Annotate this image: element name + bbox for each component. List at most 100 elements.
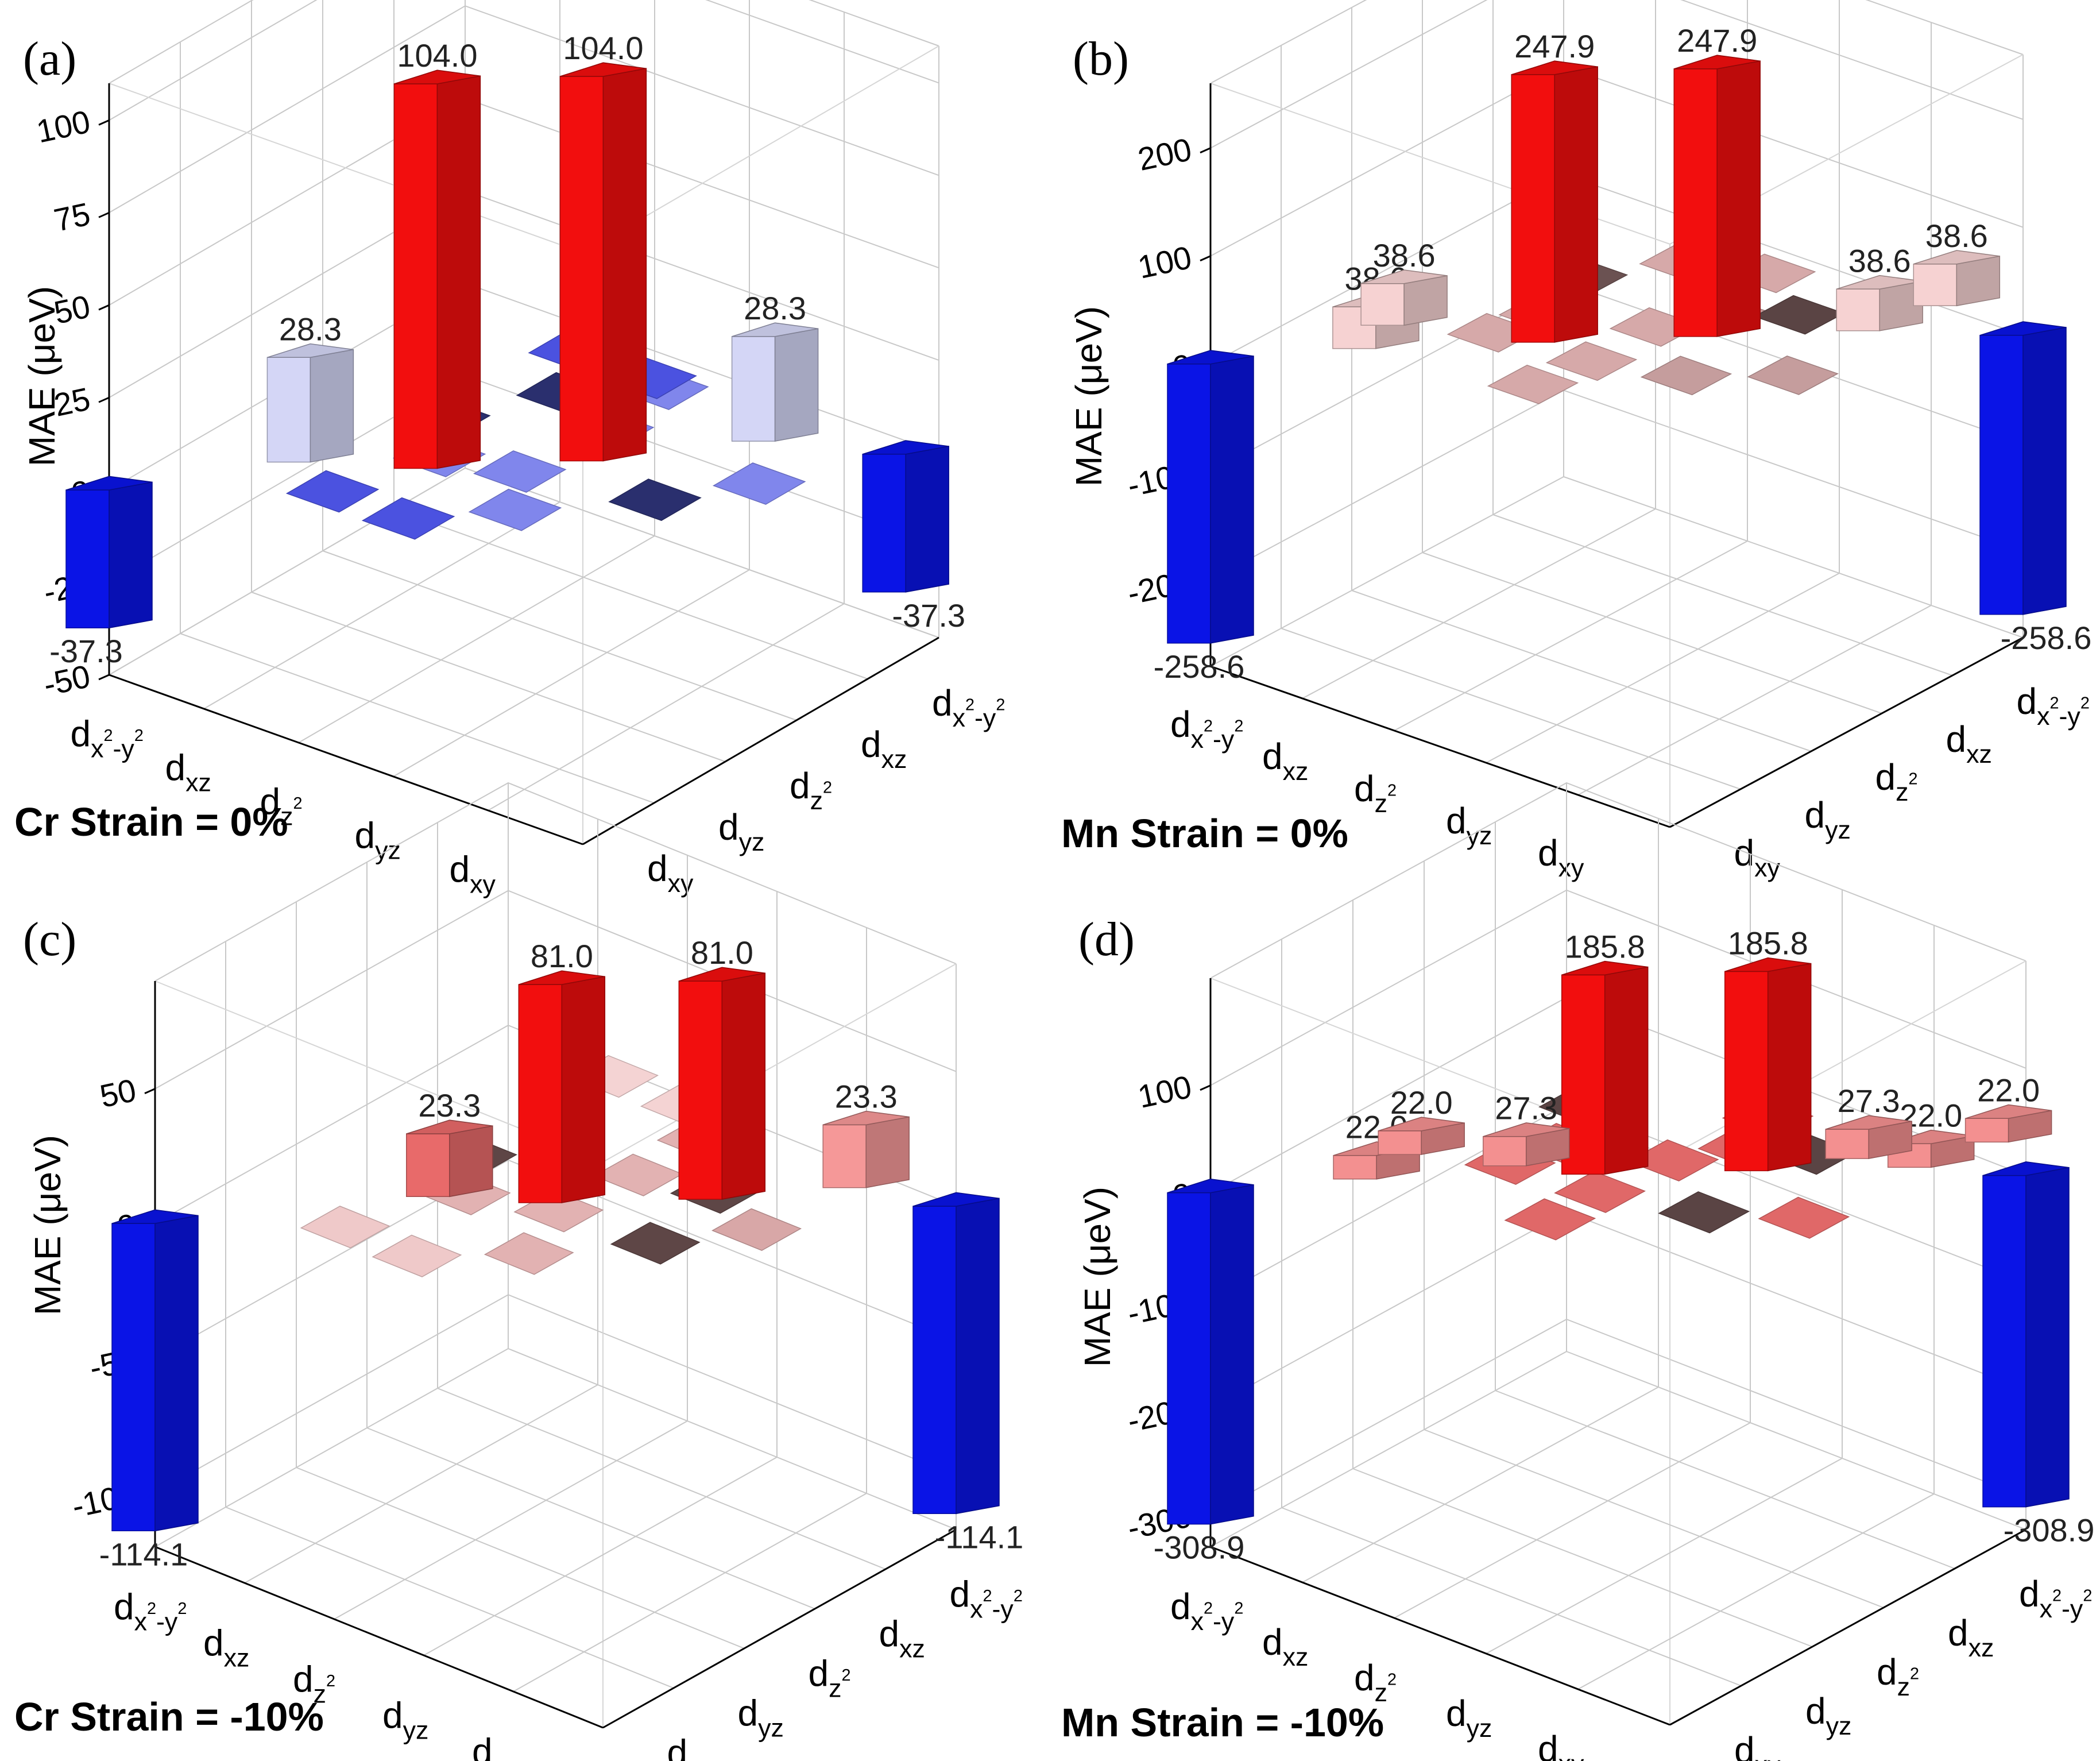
bar-3: 247.9: [1511, 28, 1598, 343]
flat-bar: [300, 1206, 390, 1249]
z-tick-label-dz2: dz2: [1875, 756, 1918, 806]
z-tick-label-dx2-y2: dx2-y2: [950, 1574, 1023, 1624]
bar-2: 81.0: [518, 938, 606, 1203]
flat-bar: [608, 478, 702, 522]
z-tick-label-dyz: dyz: [1805, 794, 1851, 844]
bar-4: 247.9: [1673, 22, 1761, 337]
z-tick-label-dx2-y2: dx2-y2: [2017, 681, 2090, 731]
x-tick-label-dx2-y2: dx2-y2: [1170, 704, 1243, 754]
x-tick-label-dyz: dyz: [1446, 800, 1492, 850]
bar-value-label: 38.6: [1925, 218, 1988, 254]
x-tick-label-dxy: dxy: [1538, 1728, 1584, 1761]
y-tick-label: 75: [51, 195, 93, 238]
bar-value-label: 23.3: [418, 1087, 481, 1123]
x-tick-label-dxz: dxz: [1262, 1621, 1308, 1671]
bar-value-label: -114.1: [99, 1536, 188, 1572]
flat-bar: [1627, 1139, 1719, 1181]
flat-bar: [1658, 1191, 1750, 1234]
y-axis-label: MAE (μeV): [1077, 1187, 1118, 1367]
flat-bar: [473, 450, 567, 493]
z-tick-label-dxz: dxz: [861, 724, 907, 774]
flat-bar: [1640, 356, 1732, 396]
bar-value-label: 22.0: [1977, 1072, 2040, 1108]
bar-value-label: -258.6: [1154, 648, 1245, 685]
chart-panel-3: -100-50050MAE (μeV)dx2-y2dxydxzdyzdz2dz2…: [14, 782, 1024, 1761]
bar-value-label: 28.3: [744, 290, 806, 326]
bar-0: -308.9: [1154, 1179, 1254, 1566]
bar-5: 185.8: [1724, 925, 1812, 1172]
x-tick-label-dxz: dxz: [165, 747, 211, 797]
flat-bar: [1758, 1196, 1850, 1239]
flat-bar: [1747, 355, 1839, 395]
bar-5: -37.3: [862, 440, 965, 634]
z-tick-label-dxy: dxy: [1734, 1729, 1781, 1761]
z-tick-label-dz2: dz2: [1877, 1651, 1919, 1701]
bar-value-label: -37.3: [49, 633, 123, 669]
bar-value-label: 185.8: [1728, 925, 1808, 961]
bar-2: 104.0: [393, 37, 481, 469]
z-tick-label-dxy: dxy: [647, 848, 694, 898]
x-tick-label-dz2: dz2: [1354, 768, 1397, 818]
bar-value-label: 22.0: [1390, 1084, 1453, 1121]
z-tick-label-dx2-y2: dx2-y2: [932, 682, 1005, 732]
bar-6: 38.6: [1913, 218, 2001, 307]
x-tick-label-dxy: dxy: [450, 849, 496, 899]
z-tick-label-dyz: dyz: [1805, 1690, 1851, 1740]
chart-panel-2: -200-1000100200MAE (μeV)dx2-y2dxydxzdyzd…: [1061, 0, 2091, 882]
bar-9: -308.9: [1982, 1161, 2095, 1548]
axes: -50-250255075100MAE (μeV)dx2-y2dxydxzdyz…: [21, 83, 1005, 899]
flat-bar: [285, 470, 380, 513]
flat-bar: [711, 1208, 802, 1251]
y-axis-label: MAE (μeV): [1068, 306, 1109, 486]
chart-panel-1: -50-250255075100MAE (μeV)dx2-y2dxydxzdyz…: [14, 0, 1005, 899]
bar-value-label: -308.9: [2004, 1512, 2095, 1548]
flat-bar: [372, 1234, 462, 1277]
bar-value-label: 81.0: [531, 938, 593, 974]
bars: -37.3 -37.3 104.0 104.0 28.3 28.3: [49, 30, 965, 669]
z-tick-label-dyz: dyz: [738, 1693, 784, 1743]
bar-value-label: 81.0: [691, 934, 753, 971]
flat-bar: [1753, 295, 1845, 335]
y-axis-label: MAE (μeV): [21, 286, 63, 466]
panel-letter: (d): [1078, 913, 1135, 966]
flat-bar: [593, 1153, 683, 1196]
x-tick-label-dyz: dyz: [1446, 1693, 1492, 1743]
bar-5: -114.1: [912, 1192, 1024, 1555]
x-tick-label-dxz: dxz: [203, 1623, 249, 1673]
z-tick-label-dxz: dxz: [1948, 1612, 1994, 1662]
y-tick-label: 50: [51, 288, 93, 331]
flat-bar: [1545, 341, 1638, 381]
bar-0: -37.3: [49, 476, 153, 669]
bar-value-label: 28.3: [279, 311, 342, 347]
flat-bar: [484, 1232, 574, 1275]
bar-value-label: 27.3: [1495, 1090, 1557, 1126]
bar-3: 27.3: [1483, 1090, 1570, 1167]
bar-value-label: 38.6: [1373, 237, 1436, 273]
x-tick-label-dxy: dxy: [1538, 832, 1584, 882]
bar-1: 28.3: [266, 311, 354, 463]
bar-value-label: 185.8: [1565, 928, 1645, 964]
z-tick-label-dz2: dz2: [809, 1653, 851, 1703]
z-tick-label-dxz: dxz: [1946, 719, 1992, 768]
bar-value-label: -37.3: [892, 597, 965, 634]
grid: [1210, 782, 2026, 1725]
bar-value-label: -114.1: [935, 1519, 1024, 1555]
chart-panel-4: -300-200-1000100MAE (μeV)dx2-y2dxydxzdyz…: [1061, 782, 2095, 1761]
panel-letter: (a): [23, 32, 76, 86]
flat-bar: [1487, 364, 1579, 404]
y-tick-label: 25: [51, 380, 93, 423]
bar-3: 81.0: [678, 934, 766, 1200]
panel-title: Cr Strain = 0%: [14, 800, 288, 844]
z-tick-label-dxy: dxy: [1734, 832, 1781, 882]
z-tick-label-dx2-y2: dx2-y2: [2019, 1573, 2092, 1623]
bar-value-label: -258.6: [2001, 620, 2092, 656]
bar-3: 104.0: [559, 30, 647, 462]
flat-bar: [1554, 1171, 1646, 1213]
y-tick-label: 200: [1135, 131, 1194, 177]
x-tick-label-dz2: dz2: [293, 1659, 335, 1709]
x-tick-label-dz2: dz2: [1354, 1657, 1397, 1707]
bar-4: 185.8: [1561, 928, 1649, 1175]
x-tick-label-dx2-y2: dx2-y2: [1170, 1586, 1243, 1636]
bar-1: 22.0: [1378, 1084, 1465, 1155]
